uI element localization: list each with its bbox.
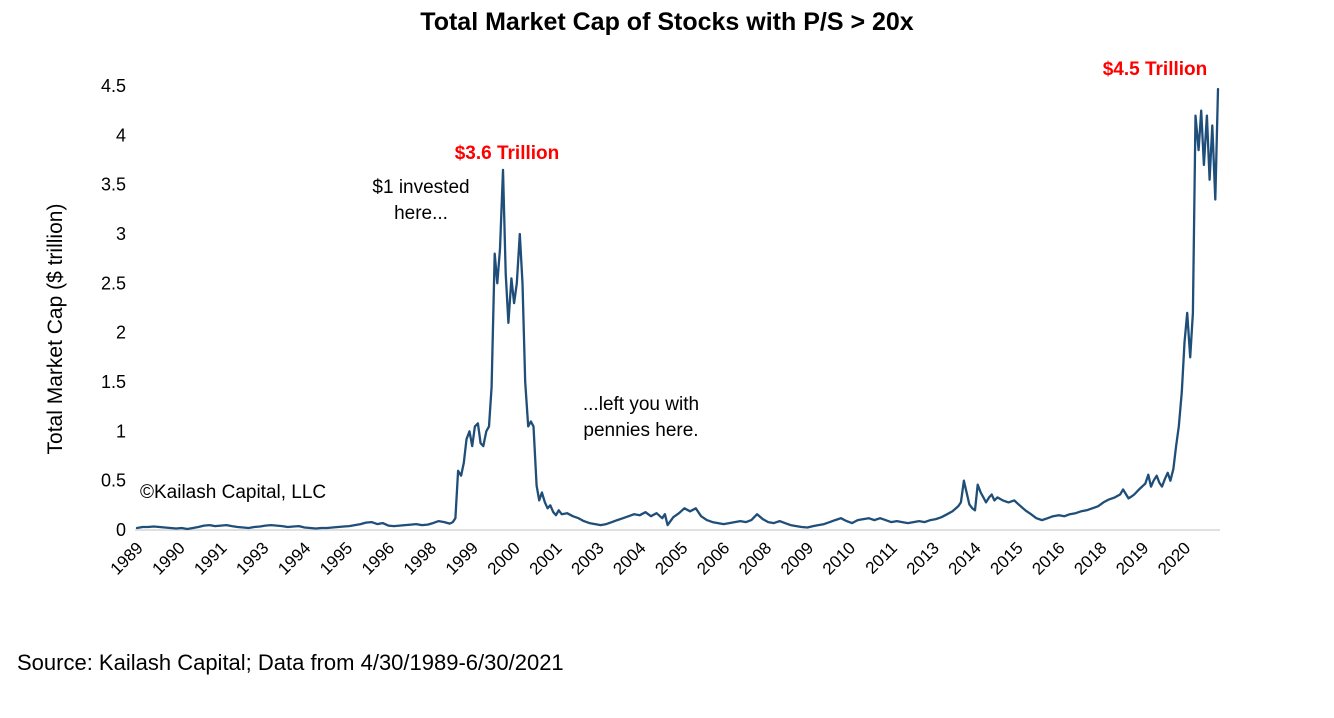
chart-title: Total Market Cap of Stocks with P/S > 20… [420,8,914,36]
x-tick-label: 1995 [316,538,356,578]
x-tick-label: 2005 [651,538,691,578]
x-tick-label: 2019 [1112,538,1152,578]
x-tick-label: 1998 [400,538,440,578]
x-tick-label: 1993 [232,538,272,578]
x-tick-label: 2010 [819,538,859,578]
x-tick-label: 2004 [609,538,649,578]
annotation-pennies-line1: ...left you with [582,394,700,415]
y-tick-label: 1.5 [101,372,126,392]
x-tick-label: 1989 [107,538,147,578]
x-tick-label: 2020 [1154,538,1194,578]
annotation-peak-2000: $3.6 Trillion [454,143,560,164]
y-tick-label: 0.5 [101,471,126,491]
watermark: ©Kailash Capital, LLC [140,482,327,503]
market-cap-line [135,87,1220,531]
x-tick-label: 1994 [274,538,314,578]
annotation-invested-line1: $1 invested [372,177,470,198]
annotation-peak-2021: $4.5 Trillion [1102,59,1208,80]
annotation-invested: $1 invested here... [331,175,511,226]
x-tick-label: 2018 [1070,538,1110,578]
y-tick-label: 3 [116,224,126,244]
x-tick-label: 2006 [693,538,733,578]
source-note: Source: Kailash Capital; Data from 4/30/… [17,650,564,675]
x-tick-label: 2008 [735,538,775,578]
y-tick-label: 2 [116,323,126,343]
x-tick-label: 2015 [987,538,1027,578]
y-tick-label: 2.5 [101,273,126,293]
x-tick-label: 1999 [442,538,482,578]
x-tick-label: 1990 [149,538,189,578]
annotation-pennies: ...left you with pennies here. [551,392,731,443]
x-tick-label: 1996 [358,538,398,578]
y-tick-label: 4.5 [101,76,126,96]
y-tick-label: 0 [116,520,126,540]
x-tick-label: 2001 [526,538,566,578]
y-tick-label: 4 [116,125,126,145]
x-tick-label: 2003 [568,538,608,578]
annotation-pennies-line2: pennies here. [583,419,699,441]
y-tick-label: 1 [116,421,126,441]
x-tick-label: 2011 [862,538,901,577]
x-tick-label: 1991 [190,538,230,578]
y-tick-label: 3.5 [101,175,126,195]
x-tick-label: 2013 [903,538,943,578]
annotation-invested-line2: here... [394,202,448,224]
x-tick-label: 2009 [777,538,817,578]
x-tick-label: 2014 [945,538,985,578]
x-tick-label: 2000 [484,538,524,578]
x-tick-label: 2016 [1028,538,1068,578]
